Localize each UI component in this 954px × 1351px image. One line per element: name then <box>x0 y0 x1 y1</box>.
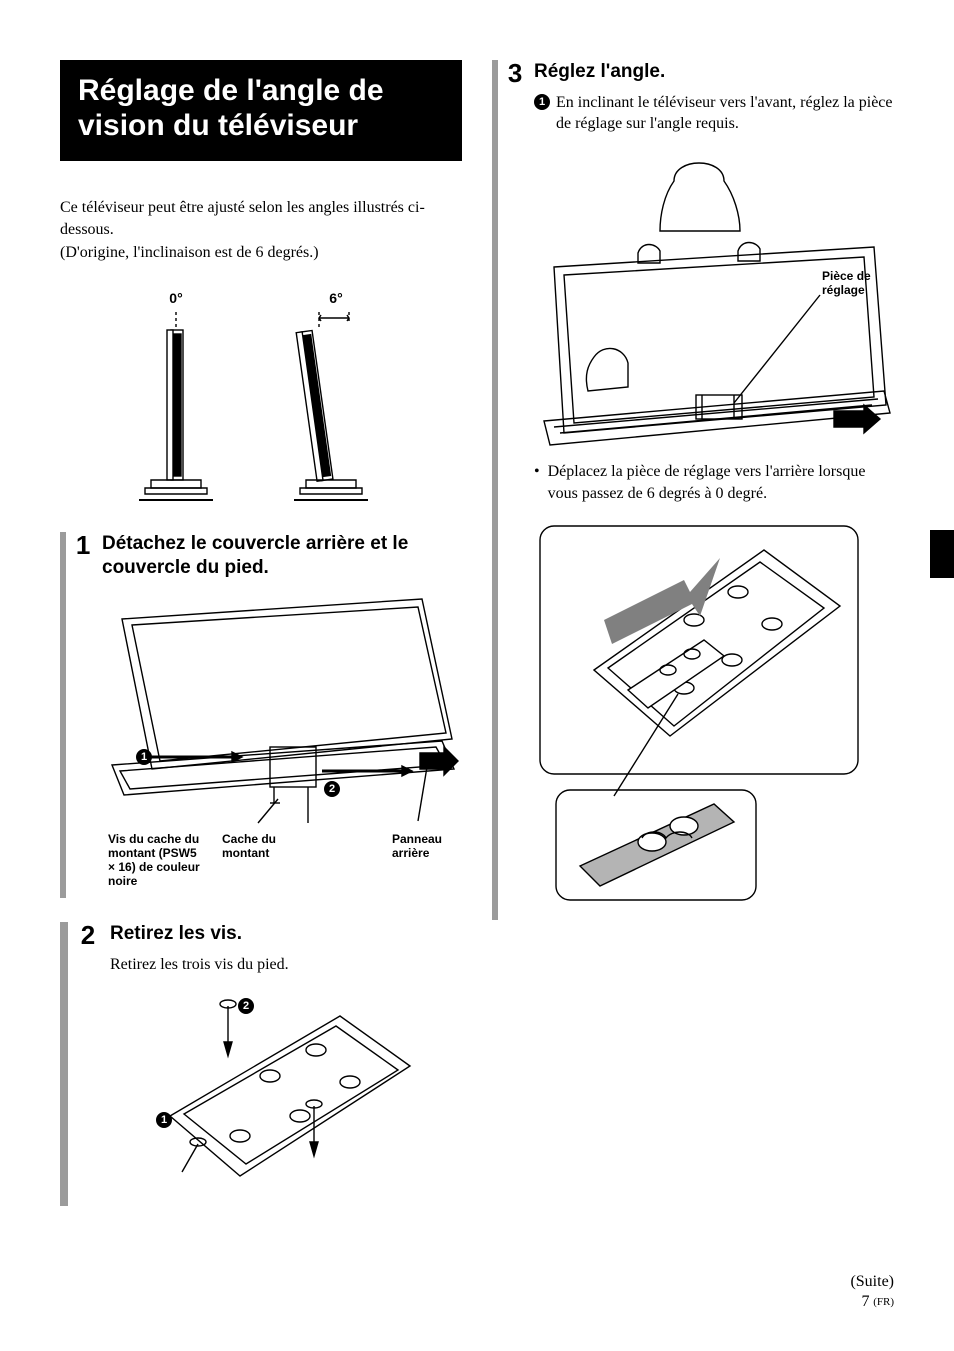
intro-line-2: (D'origine, l'inclinaison est de 6 degré… <box>60 242 462 264</box>
step-1-label-cover: Cache du montant <box>222 833 292 888</box>
step-1-body: Détachez le couvercle arrière et le couv… <box>102 532 462 899</box>
page-footer: (Suite) 7 (FR) <box>850 1273 894 1311</box>
step-1-label-rear: Panneau arrière <box>392 833 462 888</box>
step-2-number: 2 <box>74 922 102 1205</box>
step-3-body: Réglez l'angle. 1 En inclinant le télévi… <box>534 60 894 920</box>
step-2-illustration: 2 1 <box>110 986 430 1196</box>
step-1-title: Détachez le couvercle arrière et le couv… <box>102 532 462 580</box>
page-number-value: 7 <box>861 1293 869 1310</box>
step-2-marker-1: 1 <box>156 1112 172 1128</box>
left-column: Réglage de l'angle de vision du télévise… <box>60 60 462 1230</box>
step-3-substep-1-marker: 1 <box>534 94 550 110</box>
step-3-substep-1: 1 En inclinant le téléviseur vers l'avan… <box>534 92 894 141</box>
angle-0-illustration <box>131 312 221 502</box>
step-3-bullet-text: Déplacez la pièce de réglage vers l'arri… <box>548 461 894 504</box>
step-3-illustration-2 <box>534 520 864 910</box>
step-bar <box>60 532 66 899</box>
angle-comparison-figure: 0° 6° <box>60 290 462 502</box>
step-3-number: 3 <box>504 60 526 920</box>
section-tab <box>930 530 954 578</box>
intro-line-1: Ce téléviseur peut être ajusté selon les… <box>60 197 462 240</box>
step-bar <box>492 60 498 920</box>
step-2-body: Retirez les vis. Retirez les trois vis d… <box>110 922 462 1205</box>
page: Réglage de l'angle de vision du télévise… <box>0 0 954 1351</box>
section-title: Réglage de l'angle de vision du télévise… <box>78 74 444 143</box>
step-1-marker-2: 2 <box>324 781 340 797</box>
continued-label: (Suite) <box>850 1273 894 1291</box>
step-1-marker-1: 1 <box>136 749 152 765</box>
step-1-number: 1 <box>72 532 94 899</box>
page-lang: (FR) <box>873 1296 894 1308</box>
right-column: 3 Réglez l'angle. 1 En inclinant le télé… <box>492 60 894 1230</box>
step-2-title: Retirez les vis. <box>110 922 462 946</box>
step-bar <box>60 922 68 1205</box>
section-title-block: Réglage de l'angle de vision du télévise… <box>60 60 462 161</box>
step-3-substep-1-text: En inclinant le téléviseur vers l'avant,… <box>556 92 894 135</box>
step-3-title: Réglez l'angle. <box>534 60 894 84</box>
page-number: 7 (FR) <box>850 1293 894 1311</box>
step-1-label-screw: Vis du cache du montant (PSW5 × 16) de c… <box>108 833 204 888</box>
step-3-bullet: Déplacez la pièce de réglage vers l'arri… <box>534 461 894 510</box>
step-3-callout-label: Pièce de réglage <box>822 269 894 298</box>
angle-6-box: 6° <box>281 290 391 502</box>
step-1: 1 Détachez le couvercle arrière et le co… <box>60 532 462 899</box>
angle-6-label: 6° <box>329 290 342 306</box>
step-2-figure: 2 1 <box>110 986 462 1196</box>
angle-0-label: 0° <box>169 290 182 306</box>
angle-6-illustration <box>281 312 391 502</box>
step-2: 2 Retirez les vis. Retirez les trois vis… <box>60 922 462 1205</box>
step-2-text: Retirez les trois vis du pied. <box>110 954 462 976</box>
step-3-figure-2 <box>534 520 894 910</box>
step-3: 3 Réglez l'angle. 1 En inclinant le télé… <box>492 60 894 920</box>
step-1-labels: Vis du cache du montant (PSW5 × 16) de c… <box>102 833 462 888</box>
step-3-figure-1: Pièce de réglage <box>534 151 894 451</box>
step-3-illustration-1: Pièce de réglage <box>534 151 894 451</box>
intro-text: Ce téléviseur peut être ajusté selon les… <box>60 197 462 264</box>
step-2-marker-2: 2 <box>238 998 254 1014</box>
step-1-figure: 1 2 Vis du cache du montant (PSW5 × 16) … <box>102 589 462 888</box>
step-1-illustration: 1 2 <box>102 589 462 829</box>
two-column-layout: Réglage de l'angle de vision du télévise… <box>60 60 894 1230</box>
angle-0-box: 0° <box>131 290 221 502</box>
